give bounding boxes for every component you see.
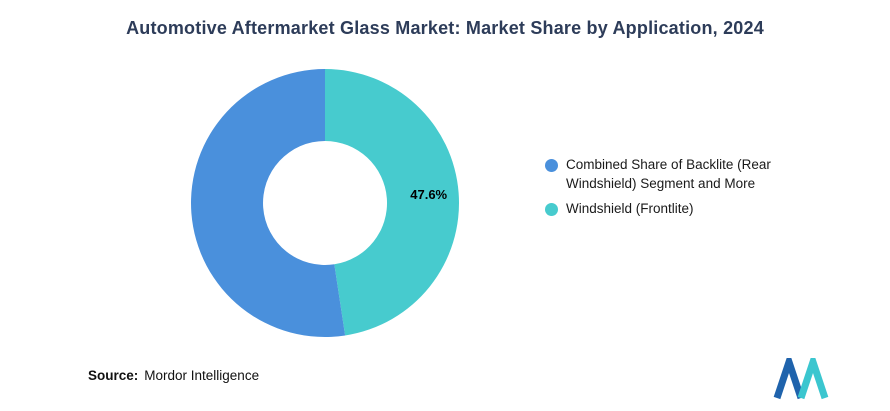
donut-chart: 47.6% [191, 69, 460, 337]
mordor-logo-left-chevron [773, 358, 805, 400]
source-prefix: Source: [88, 368, 139, 383]
slice-data-label: 47.6% [410, 187, 447, 202]
legend-item-backlite[interactable]: Combined Share of Backlite (Rear Windshi… [545, 156, 780, 193]
legend-swatch-windshield [545, 203, 558, 217]
legend-swatch-backlite [545, 159, 558, 172]
mordor-logo-right-chevron [797, 358, 829, 400]
mordor-logo [773, 358, 829, 400]
legend-item-windshield[interactable]: Windshield (Frontlite) [545, 200, 780, 219]
chart-title: Automotive Aftermarket Glass Market: Mar… [126, 18, 764, 38]
legend: Combined Share of Backlite (Rear Windshi… [545, 156, 780, 226]
legend-label-windshield: Windshield (Frontlite) [566, 201, 694, 217]
source-text: Mordor Intelligence [144, 368, 260, 383]
donut-slice[interactable] [325, 69, 460, 336]
source-line: Source: Mordor Intelligence [88, 368, 259, 383]
donut-slice[interactable] [191, 69, 346, 337]
legend-label-backlite: Combined Share of Backlite (Rear Windshi… [566, 157, 771, 191]
